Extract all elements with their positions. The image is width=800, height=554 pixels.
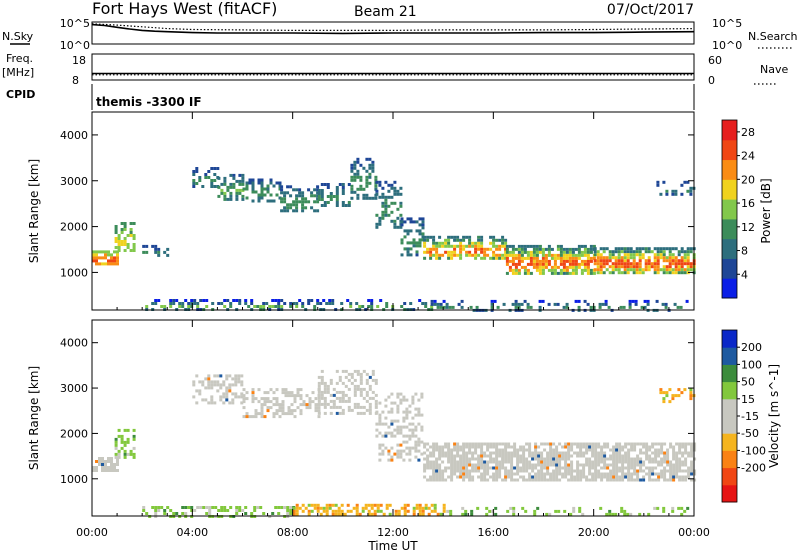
velocity-xtick-label: 00:00 [678, 526, 710, 539]
power-colorbar-tick: 4 [741, 268, 748, 281]
power-colorbar-bin [722, 278, 737, 299]
power-colorbar-bin [722, 179, 737, 200]
frequency-frame [91, 53, 695, 81]
noise-panel: N.Sky 10^5 10^0 10^5 10^0 N.Search [2, 17, 798, 52]
velocity-xtick-label: 04:00 [176, 526, 208, 539]
velocity-xlabel: Time UT [367, 539, 418, 553]
power-colorbar-tick: 12 [741, 221, 755, 234]
power-ytick-label: 2000 [60, 221, 88, 234]
cpid-strip: CPID themis -3300 IF [6, 84, 695, 110]
velocity-ytick-label: 1000 [60, 473, 88, 486]
nave-label: Nave [760, 63, 788, 76]
noise-frame [91, 21, 695, 45]
velocity-xtick-label: 12:00 [377, 526, 409, 539]
power-colorbar-bin [722, 159, 737, 180]
velocity-xtick-label: 00:00 [76, 526, 108, 539]
power-colorbar-bin [722, 120, 737, 141]
velocity-colorbar-bin [722, 416, 737, 434]
power-ytick-label: 1000 [60, 266, 88, 279]
noise-left-label: N.Sky [2, 30, 34, 43]
power-colorbar-bin [722, 258, 737, 279]
velocity-colorbar-tick: 15 [741, 393, 755, 406]
velocity-colorbar-bin [722, 433, 737, 451]
freq-tick-bottom: 8 [72, 74, 79, 87]
power-colorbar-tick: 20 [741, 173, 755, 186]
date-label: 07/Oct/2017 [607, 2, 694, 18]
velocity-ytick-label: 2000 [60, 427, 88, 440]
velocity-colorbar-tick: -50 [741, 427, 759, 440]
velocity-colorbar-tick: -100 [741, 444, 766, 457]
power-colorbar-bin [722, 139, 737, 161]
beam-label: Beam 21 [354, 4, 417, 20]
power-ytick-label: 4000 [60, 129, 88, 142]
velocity-xtick-label: 08:00 [277, 526, 309, 539]
velocity-colorbar-bin [722, 450, 737, 469]
frequency-panel: Freq. [MHz] 18 8 60 0 Nave [2, 52, 788, 87]
freq-unit: [MHz] [2, 66, 34, 79]
power-colorbar-tick: 8 [741, 245, 748, 258]
noise-series-sky [91, 23, 695, 35]
power-colorbar-bin [722, 199, 737, 220]
velocity-colorbar-bin [722, 484, 737, 503]
power-colorbar-tick: 16 [741, 197, 755, 210]
velocity-colorbar-tick: 50 [741, 376, 755, 389]
power-ytick-label: 3000 [60, 175, 88, 188]
nave-tick-top: 60 [708, 54, 722, 67]
velocity-xtick-label: 20:00 [578, 526, 610, 539]
power-colorbar-tick: 28 [741, 126, 755, 139]
nave-tick-bottom: 0 [708, 74, 715, 87]
power-colorbar-bin [722, 238, 737, 259]
freq-label: Freq. [6, 52, 33, 65]
velocity-colorbar-tick: 100 [741, 358, 762, 371]
power-colorbar-tick: 24 [741, 150, 755, 163]
velocity-colorbar-bin [722, 467, 737, 486]
noise-left-tick-top: 10^5 [60, 17, 90, 30]
noise-right-tick-top: 10^5 [712, 17, 742, 30]
velocity-colorbar-bin [722, 330, 737, 348]
station-title: Fort Hays West (fitACF) [92, 0, 277, 18]
noise-series-search [91, 23, 695, 31]
velocity-ytick-label: 4000 [60, 337, 88, 350]
velocity-colorbar-tick: -15 [741, 410, 759, 423]
velocity-colorbar-bin [722, 381, 737, 400]
velocity-colorbar-bin [722, 398, 737, 417]
velocity-colorbar-label: Velocity [m s^-1] [767, 364, 781, 468]
cpid-text: themis -3300 IF [96, 95, 202, 109]
power-colorbar-label: Power [dB] [759, 178, 773, 243]
freq-tick-top: 18 [72, 54, 86, 67]
noise-right-tick-bottom: 10^0 [712, 39, 742, 52]
noise-right-label: N.Search [748, 30, 798, 43]
velocity-colorbar-bin [722, 347, 737, 365]
power-panel: 1000 2000 3000 4000 Slant Range [km] 4 8 12 16… [27, 111, 773, 312]
velocity-colorbar-tick: -200 [741, 462, 766, 475]
power-ylabel: Slant Range [km] [27, 159, 41, 263]
power-colorbar-bin [722, 218, 737, 240]
noise-left-tick-bottom: 10^0 [60, 39, 90, 52]
cpid-label: CPID [6, 88, 35, 101]
velocity-panel: 1000 2000 3000 4000 00:00 04:00 08:00 12:00 16:… [27, 319, 781, 553]
velocity-xtick-label: 16:00 [477, 526, 509, 539]
velocity-ylabel: Slant Range [km] [27, 366, 41, 470]
velocity-ytick-label: 3000 [60, 382, 88, 395]
velocity-colorbar-tick: 200 [741, 341, 762, 354]
velocity-colorbar-bin [722, 364, 737, 383]
velocity-frame [91, 319, 695, 517]
